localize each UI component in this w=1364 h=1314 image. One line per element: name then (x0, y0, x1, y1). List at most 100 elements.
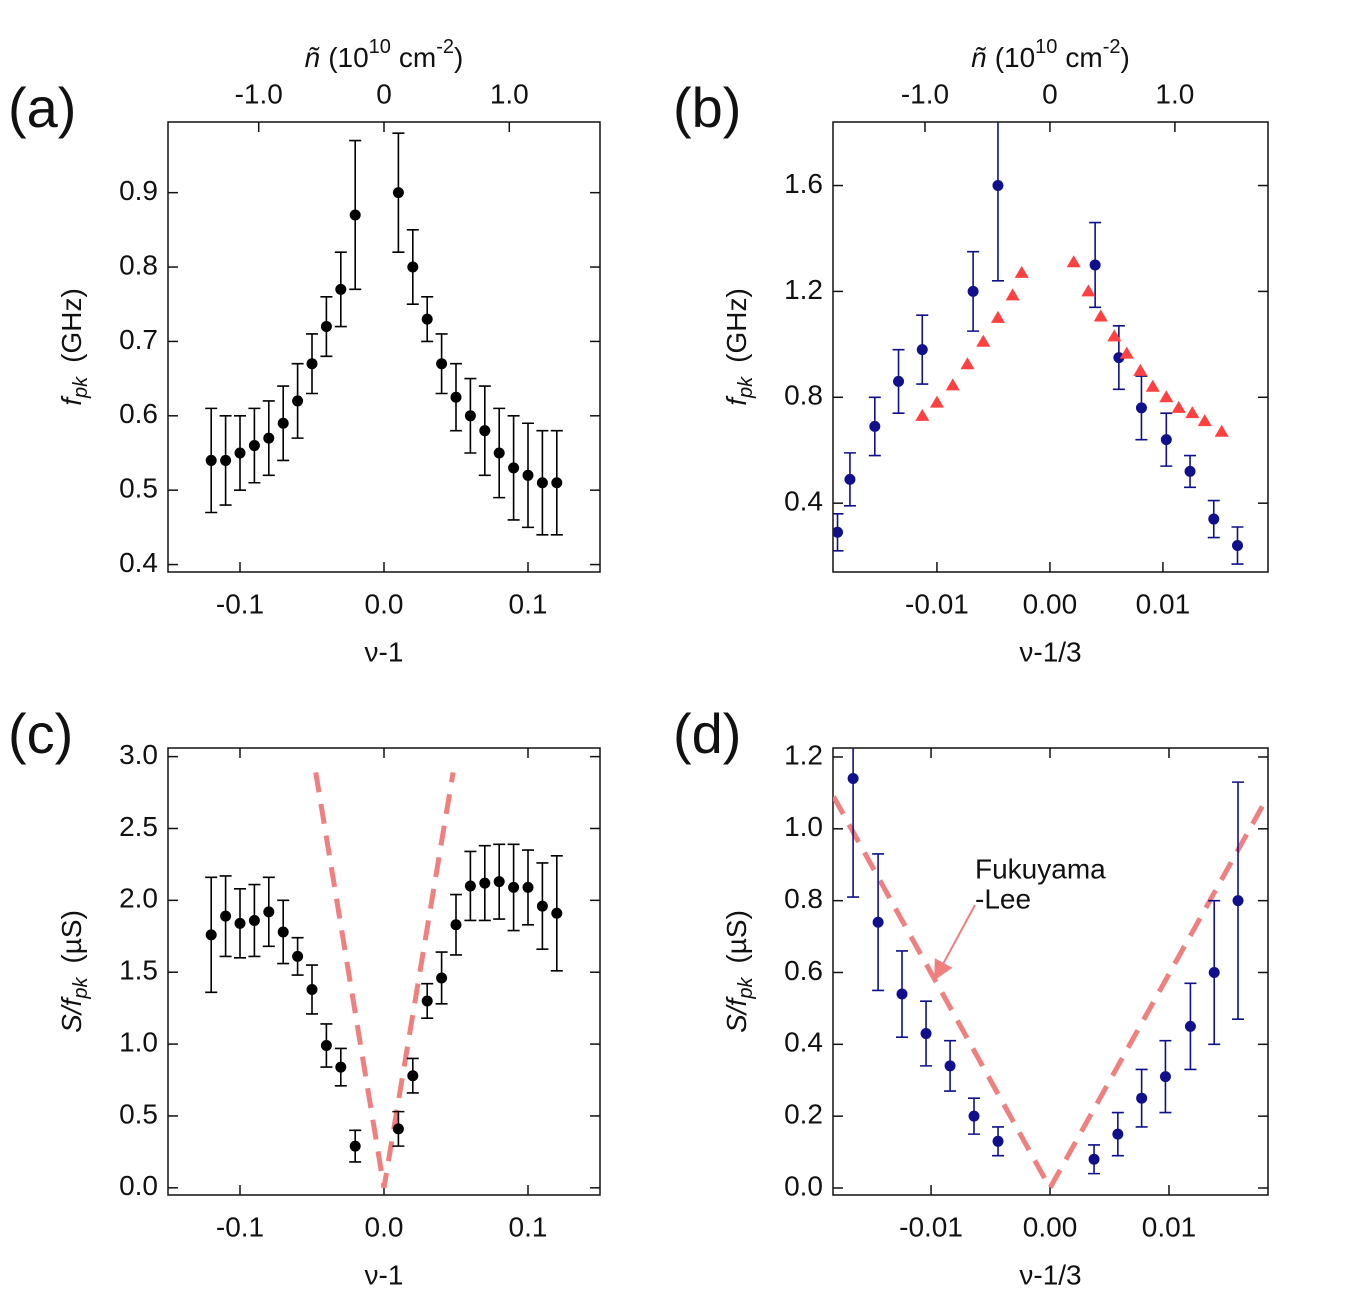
marker (436, 972, 448, 984)
annotation-arrow (934, 904, 976, 981)
marker (960, 357, 975, 370)
y-tick-label: 0.5 (119, 473, 158, 504)
y-tick-label: 2.5 (119, 811, 158, 842)
marker (508, 462, 520, 474)
marker (1208, 513, 1220, 525)
marker (1160, 434, 1172, 446)
marker (1133, 363, 1148, 376)
marker (392, 1123, 404, 1135)
marker (263, 906, 275, 918)
marker (306, 358, 318, 370)
y-tick-label: 0.6 (119, 398, 158, 429)
y-tick-label: 0.7 (119, 324, 158, 355)
unit-exp: -2 (1103, 36, 1121, 58)
y-tick-label: 0.6 (784, 955, 823, 986)
x-tick-label: 0.00 (1023, 588, 1078, 619)
marker (1107, 329, 1122, 342)
exp: 10 (369, 36, 391, 58)
marker (1093, 309, 1108, 322)
y-tick-label: 0.0 (119, 1170, 158, 1201)
marker (407, 261, 419, 273)
annotation: Fukuyama (975, 853, 1106, 884)
fit-line (313, 772, 456, 1189)
unit: (GHz) (721, 288, 752, 363)
marker (220, 910, 232, 922)
x-tick-label: -0.01 (905, 588, 969, 619)
marker (916, 344, 928, 356)
y-tick-label: 1.6 (784, 168, 823, 199)
y-tick-label: 1.0 (119, 1026, 158, 1057)
x-axis-label: ν-1/3 (1019, 1259, 1081, 1290)
marker (1145, 379, 1160, 392)
marker (1208, 966, 1220, 978)
marker (234, 447, 246, 459)
marker (992, 1135, 1004, 1147)
marker (479, 877, 491, 889)
x2-tick-label: 1.0 (1155, 78, 1194, 109)
marker (1197, 414, 1212, 427)
marker (929, 395, 944, 408)
x2-tick-label: -1.0 (235, 78, 283, 109)
marker (896, 988, 908, 1000)
x2-tick-label: 0 (376, 78, 392, 109)
subscript: pk (735, 376, 757, 399)
marker (968, 1110, 980, 1122)
marker (1005, 288, 1020, 301)
marker (551, 477, 563, 489)
marker (522, 881, 534, 893)
marker (464, 410, 476, 422)
y-tick-label: 1.0 (784, 811, 823, 842)
marker (1089, 259, 1101, 271)
x-tick-label: 0.0 (365, 1211, 404, 1242)
marker (967, 285, 979, 297)
marker (915, 408, 930, 421)
subscript: pk (70, 376, 92, 399)
marker (479, 425, 491, 437)
marker (1185, 406, 1200, 419)
marker (1081, 284, 1096, 297)
x2-tick-label: 1.0 (490, 78, 529, 109)
x-tick-label: -0.1 (216, 1211, 264, 1242)
plot-frame (832, 121, 1269, 573)
marker (1159, 390, 1174, 403)
unit: cm (1065, 42, 1102, 73)
marker (1184, 1020, 1196, 1032)
marker (292, 395, 304, 407)
marker (893, 375, 905, 387)
y-tick-label: 2.0 (119, 883, 158, 914)
marker (945, 378, 960, 391)
subscript: pk (70, 977, 92, 1000)
marker (407, 1070, 419, 1082)
x-tick-label: 0.1 (509, 1211, 548, 1242)
marker (234, 917, 246, 929)
plot-area (205, 132, 563, 536)
plot-frame (832, 747, 1269, 1196)
y-tick-label: 0.9 (119, 175, 158, 206)
marker (522, 469, 534, 481)
marker (464, 880, 476, 892)
y-tick-label: 0.4 (784, 1027, 823, 1058)
marker (1066, 255, 1081, 268)
marker (1119, 346, 1134, 359)
symbol: f (56, 395, 87, 406)
panel-label: (c) (8, 702, 73, 765)
x-tick-label: 0.01 (1142, 1211, 1197, 1242)
marker (1014, 265, 1029, 278)
marker (292, 950, 304, 962)
marker (1232, 895, 1244, 907)
marker (1184, 465, 1196, 477)
x-tick-label: -0.1 (216, 588, 264, 619)
marker (1112, 1128, 1124, 1140)
marker (436, 358, 448, 370)
plot-area (833, 122, 1244, 565)
y-tick-label: 1.2 (784, 739, 823, 770)
x-axis-label: ν-1/3 (1019, 636, 1081, 667)
plot-frame (167, 747, 601, 1196)
panel-label: (b) (673, 76, 741, 139)
marker (205, 929, 217, 941)
marker (833, 526, 844, 538)
marker (421, 313, 433, 325)
marker (1159, 1071, 1171, 1083)
marker (277, 417, 289, 429)
